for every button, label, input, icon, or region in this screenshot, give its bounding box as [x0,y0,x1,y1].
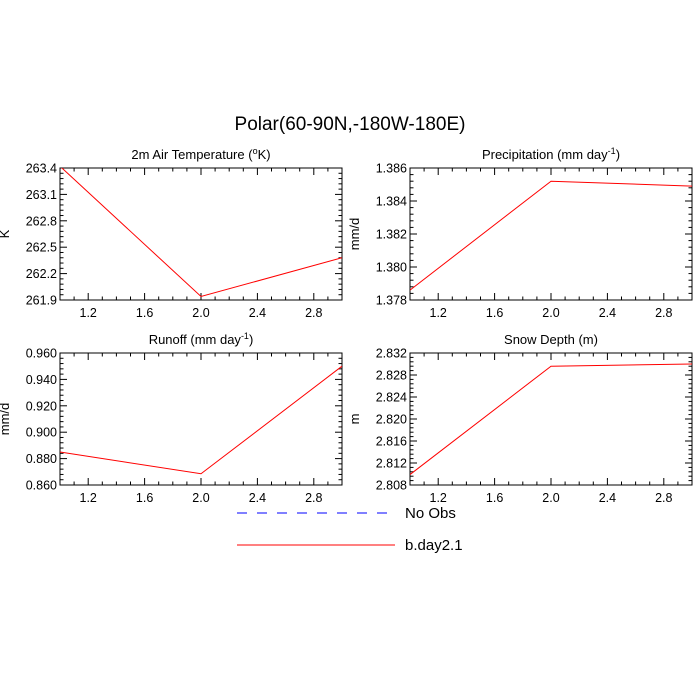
x-tick-label: 1.2 [80,306,97,320]
series-line-b-day2-1 [60,365,342,475]
y-tick-label: 262.8 [26,214,57,228]
y-axis-label: mm/d [0,403,12,436]
x-tick-label: 1.2 [80,491,97,505]
y-tick-label: 0.920 [26,399,57,413]
y-axis-label: K [0,229,12,238]
y-tick-label: 0.900 [26,426,57,440]
x-tick-label: 1.6 [486,306,503,320]
y-tick-label: 0.860 [26,479,57,493]
y-tick-label: 2.808 [376,479,407,493]
plot-frame [409,352,693,486]
x-tick-label: 2.0 [192,306,209,320]
x-tick-label: 1.6 [486,491,503,505]
chart-panel-runoff: Runoff (mm day-1) 1.2 1.6 2.0 2.4 2.8 0.860 0.8… [0,331,343,505]
x-tick-label: 2.4 [249,306,266,320]
plot-frame [59,352,343,486]
series-line-b-day2-1 [410,363,692,475]
x-tick-label: 1.2 [430,491,447,505]
y-tick-label: 2.832 [376,347,407,361]
y-tick-label: 2.812 [376,457,407,471]
y-tick-label: 1.384 [376,195,407,209]
y-tick-label: 0.880 [26,452,57,466]
chart-panel-air-temperature: 2m Air Temperature (oK) 1.2 1.6 2.0 2.4 2.8 26… [0,146,343,320]
series-line-b-day2-1 [410,180,692,291]
y-axis-label: mm/d [347,218,362,251]
legend-label-b-day2-1: b.day2.1 [405,537,463,554]
x-tick-label: 1.2 [430,306,447,320]
y-tick-label: 262.2 [26,267,57,281]
x-tick-label: 2.0 [192,491,209,505]
y-tick-label: 1.378 [376,294,407,308]
x-tick-label: 2.8 [655,306,672,320]
x-tick-label: 2.8 [305,306,322,320]
x-tick-label: 1.6 [136,306,153,320]
chart-panel-precipitation: Precipitation (mm day-1) 1.2 1.6 2.0 2.4 2.8 1… [347,146,693,320]
y-tick-label: 0.960 [26,347,57,361]
y-tick-label: 1.386 [376,162,407,176]
x-tick-label: 1.6 [136,491,153,505]
y-tick-label: 2.820 [376,413,407,427]
panel-title: 2m Air Temperature (oK) [131,146,270,162]
x-tick-label: 2.8 [305,491,322,505]
plot-frame [409,167,693,301]
x-tick-label: 2.0 [542,306,559,320]
x-tick-label: 2.4 [599,306,616,320]
legend: No Obs b.day2.1 [237,505,463,554]
x-tick-label: 2.4 [249,491,266,505]
y-tick-label: 262.5 [26,241,57,255]
panel-title: Runoff (mm day-1) [149,331,254,347]
y-tick-label: 1.380 [376,261,407,275]
x-tick-label: 2.4 [599,491,616,505]
panel-title: Snow Depth (m) [504,332,598,347]
plot-frame [59,167,343,301]
y-tick-label: 2.828 [376,369,407,383]
y-tick-label: 0.940 [26,373,57,387]
series-line-b-day2-1 [61,168,342,298]
y-tick-label: 263.1 [26,188,57,202]
x-tick-label: 2.0 [542,491,559,505]
legend-label-no-obs: No Obs [405,505,456,522]
y-tick-label: 2.824 [376,391,407,405]
figure-title: Polar(60-90N,-180W-180E) [235,114,466,135]
x-tick-label: 2.8 [655,491,672,505]
y-tick-label: 263.4 [26,162,57,176]
y-tick-label: 261.9 [26,294,57,308]
y-tick-label: 1.382 [376,228,407,242]
chart-panel-snow-depth: Snow Depth (m) 1.2 1.6 2.0 2.4 2.8 2.808 2.812 2… [347,332,693,505]
y-tick-label: 2.816 [376,435,407,449]
panel-title: Precipitation (mm day-1) [482,146,620,162]
y-axis-label: m [347,414,362,425]
